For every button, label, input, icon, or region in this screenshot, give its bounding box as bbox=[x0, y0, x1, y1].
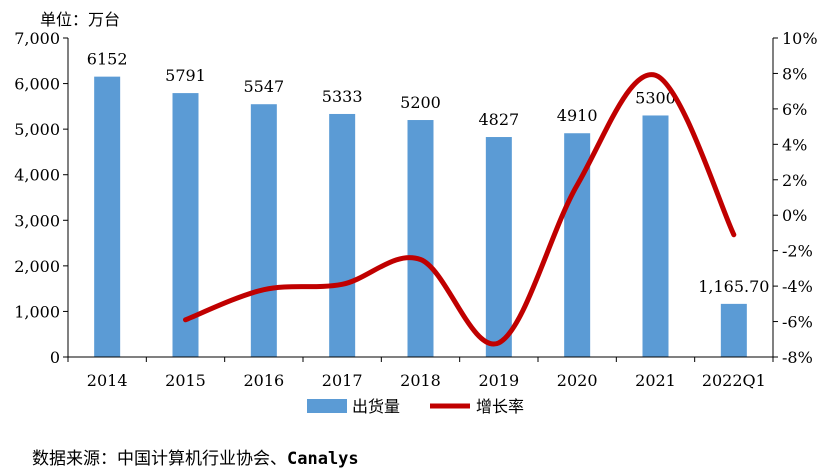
x-tick-label: 2015 bbox=[165, 371, 206, 390]
bar-value-label: 4910 bbox=[557, 106, 598, 125]
bar-value-label: 5333 bbox=[322, 87, 363, 106]
left-axis: 0 1,000 2,000 3,000 4,000 5,000 6,000 7,000 bbox=[14, 29, 69, 367]
bar bbox=[329, 113, 356, 357]
bar bbox=[485, 137, 512, 357]
legend-swatch-bars bbox=[307, 399, 347, 413]
legend-label-bars: 出货量 bbox=[352, 397, 400, 416]
bar-value-label: 4827 bbox=[478, 110, 519, 129]
bar bbox=[94, 76, 121, 358]
left-tick-label: 2,000 bbox=[14, 257, 60, 276]
right-tick-label: -8% bbox=[782, 348, 813, 367]
x-tick-label: 2017 bbox=[322, 371, 363, 390]
bar-value-label: 1,165.70 bbox=[698, 277, 769, 296]
right-axis: -8% -6% -4% -2% 0% 2% 4% 6% 8% 10% bbox=[772, 29, 818, 367]
bar-value-label: 5791 bbox=[165, 66, 206, 85]
bar bbox=[720, 303, 747, 357]
unit-label: 单位：万台 bbox=[40, 10, 120, 29]
x-tick-label: 2016 bbox=[243, 371, 284, 390]
source-note: 数据来源：中国计算机行业协会、Canalys bbox=[32, 444, 359, 469]
x-tick-label: 2014 bbox=[87, 371, 128, 390]
bar-value-label: 5300 bbox=[635, 88, 676, 107]
right-tick-label: 6% bbox=[782, 100, 807, 119]
bar bbox=[642, 115, 669, 357]
legend: 出货量 增长率 bbox=[307, 397, 524, 416]
right-tick-label: 8% bbox=[782, 64, 807, 83]
right-tick-label: 2% bbox=[782, 171, 807, 190]
x-tick-label: 2020 bbox=[557, 371, 598, 390]
line-series bbox=[183, 72, 737, 347]
bar-value-label: 5547 bbox=[243, 77, 284, 96]
growth-rate-line bbox=[183, 72, 737, 347]
left-tick-label: 3,000 bbox=[14, 211, 60, 230]
left-tick-label: 5,000 bbox=[14, 120, 60, 139]
bar bbox=[250, 104, 277, 357]
legend-label-line: 增长率 bbox=[476, 397, 524, 416]
bar-labels: 6152 5791 5547 5333 5200 4827 4910 5300 1,165.70 bbox=[87, 50, 770, 296]
x-tick-label: 2021 bbox=[635, 371, 676, 390]
left-tick-label: 6,000 bbox=[14, 75, 60, 94]
right-tick-label: 0% bbox=[782, 206, 807, 225]
bar-value-label: 6152 bbox=[87, 50, 128, 69]
right-tick-label: -6% bbox=[782, 313, 813, 332]
bar-value-label: 5200 bbox=[400, 93, 441, 112]
x-axis: 2014 2015 2016 2017 2018 2019 2020 2021 2022Q1 bbox=[67, 356, 774, 390]
right-tick-label: -2% bbox=[782, 242, 813, 261]
right-tick-label: -4% bbox=[782, 277, 813, 296]
right-tick-label: 4% bbox=[782, 135, 807, 154]
left-tick-label: 1,000 bbox=[14, 302, 60, 321]
bar-series bbox=[94, 76, 747, 358]
left-tick-label: 7,000 bbox=[14, 29, 60, 48]
left-tick-label: 4,000 bbox=[14, 166, 60, 185]
bar bbox=[407, 120, 434, 358]
right-tick-label: 10% bbox=[782, 29, 818, 48]
x-tick-label: 2022Q1 bbox=[702, 371, 766, 390]
x-tick-label: 2018 bbox=[400, 371, 441, 390]
x-tick-label: 2019 bbox=[478, 371, 519, 390]
source-prefix: 数据来源：中国计算机行业协会、 bbox=[32, 449, 287, 469]
source-brand: Canalys bbox=[287, 449, 359, 469]
left-tick-label: 0 bbox=[50, 348, 60, 367]
bar bbox=[172, 93, 199, 357]
